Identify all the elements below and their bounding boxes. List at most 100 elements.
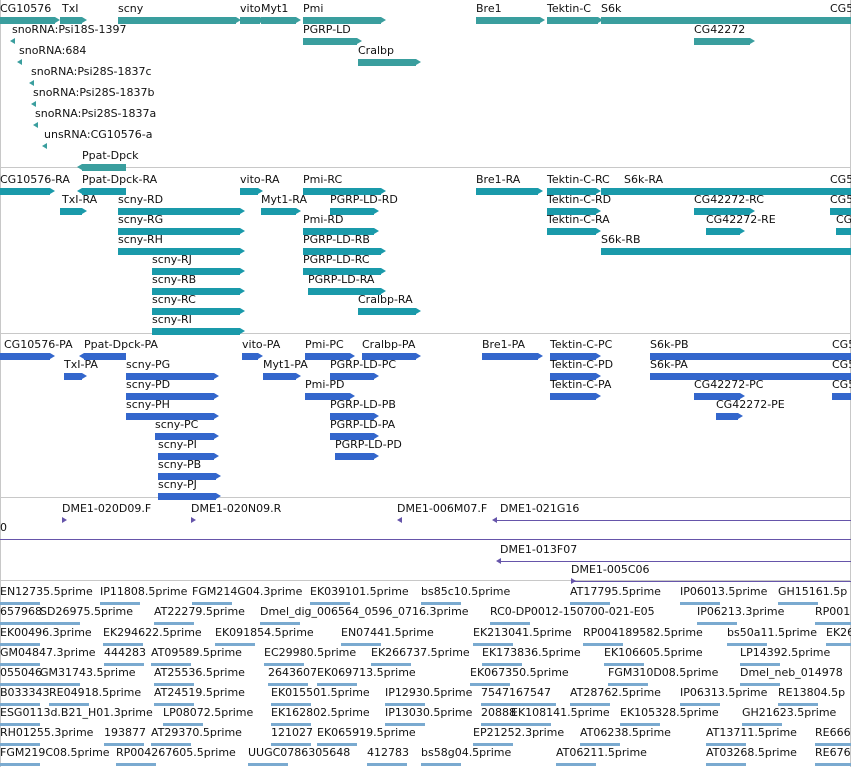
transcripts-feature-label[interactable]: Pmi-RC (303, 173, 343, 186)
transcripts-feature-glyph[interactable] (330, 208, 374, 215)
ests-feature-label[interactable]: 657968 (0, 605, 42, 618)
transcripts-feature-glyph[interactable] (830, 188, 851, 195)
transcripts-feature-glyph[interactable] (830, 208, 851, 215)
est-feature-glyph[interactable] (0, 723, 40, 726)
clones-feature-label[interactable]: 0 (0, 521, 7, 534)
ests-feature-label[interactable]: EK106605.5prime (604, 646, 703, 659)
genes-feature-label[interactable]: snoRNA:684 (19, 44, 87, 57)
transcripts-feature-glyph[interactable] (0, 188, 50, 195)
clones-feature-glyph[interactable] (0, 539, 851, 540)
transcripts-feature-glyph[interactable] (358, 308, 416, 315)
ests-feature-label[interactable]: LP14392.5prime (740, 646, 831, 659)
ests-feature-label[interactable]: RE13804.5p (778, 686, 846, 699)
est-feature-glyph[interactable] (680, 602, 720, 605)
est-feature-glyph[interactable] (0, 602, 40, 605)
ests-feature-label[interactable]: EK065919.5prime (317, 726, 416, 739)
cds-feature-glyph[interactable] (832, 393, 851, 400)
transcripts-feature-label[interactable]: Tektin-C-RA (547, 213, 610, 226)
transcripts-feature-label[interactable]: PGRP-LD-RB (303, 233, 370, 246)
ests-feature-label[interactable]: UUGC0786305648 (248, 746, 351, 759)
genes-feature-label[interactable]: Cralbp (358, 44, 394, 57)
genes-feature-glyph[interactable] (547, 17, 598, 24)
transcripts-feature-glyph[interactable] (118, 248, 240, 255)
genes-feature-glyph[interactable] (261, 17, 296, 24)
genes-feature-glyph[interactable] (118, 17, 236, 24)
transcripts-feature-label[interactable]: Tektin-C-RC (547, 173, 610, 186)
est-feature-glyph[interactable] (0, 703, 40, 706)
cds-feature-glyph[interactable] (832, 373, 851, 380)
genes-feature-glyph[interactable] (240, 17, 260, 24)
transcripts-feature-label[interactable]: TxI-RA (62, 193, 98, 206)
ests-feature-label[interactable]: 2643607 (268, 666, 317, 679)
ests-feature-label[interactable]: bs85c10.5prime (421, 585, 511, 598)
ests-feature-label[interactable]: RP004189582.5prime (583, 626, 703, 639)
cds-feature-glyph[interactable] (242, 353, 258, 360)
ests-feature-label[interactable]: 444283 (104, 646, 146, 659)
genes-feature-glyph[interactable] (830, 17, 851, 24)
genes-feature-glyph[interactable] (60, 17, 82, 24)
ests-feature-label[interactable]: AT25536.5prime (154, 666, 245, 679)
ests-feature-label[interactable]: RP004267605.5prime (116, 746, 236, 759)
est-feature-glyph[interactable] (511, 723, 551, 726)
transcripts-feature-glyph[interactable] (152, 308, 240, 315)
est-feature-glyph[interactable] (680, 703, 720, 706)
transcripts-feature-glyph[interactable] (82, 188, 126, 195)
est-feature-glyph[interactable] (317, 683, 357, 686)
transcripts-feature-glyph[interactable] (547, 208, 596, 215)
cds-feature-label[interactable]: Ppat-Dpck-PA (84, 338, 158, 351)
est-feature-glyph[interactable] (104, 743, 144, 746)
ests-feature-label[interactable]: IP06213.3prime (697, 605, 785, 618)
est-feature-glyph[interactable] (151, 743, 191, 746)
ests-feature-label[interactable]: SD26975.5prime (40, 605, 133, 618)
ests-feature-label[interactable]: AT06238.5prime (580, 726, 671, 739)
cds-feature-glyph[interactable] (155, 433, 214, 440)
ests-feature-label[interactable]: AT28762.5prime (570, 686, 661, 699)
ests-feature-label[interactable]: AT13711.5prime (706, 726, 797, 739)
ests-feature-label[interactable]: Dmel_dig_006564_0596_0716.3prime (260, 605, 469, 618)
cds-feature-label[interactable]: Tektin-C-PC (550, 338, 613, 351)
est-feature-glyph[interactable] (103, 643, 143, 646)
cds-feature-label[interactable]: scny-PG (126, 358, 171, 371)
est-feature-glyph[interactable] (0, 683, 40, 686)
ests-feature-label[interactable]: AT29370.5prime (151, 726, 242, 739)
transcripts-feature-glyph[interactable] (601, 248, 851, 255)
cds-feature-label[interactable]: PGRP-LD-PA (330, 418, 396, 431)
clones-feature-glyph[interactable] (500, 561, 851, 562)
cds-feature-label[interactable]: CG42272-PE (716, 398, 785, 411)
ests-feature-label[interactable]: IP06013.5prime (680, 585, 768, 598)
ests-feature-label[interactable]: GM31743.5prime (40, 666, 136, 679)
est-feature-glyph[interactable] (727, 643, 767, 646)
transcripts-feature-label[interactable]: scny-RC (152, 293, 196, 306)
est-feature-glyph[interactable] (742, 723, 782, 726)
est-feature-glyph[interactable] (0, 763, 40, 766)
est-feature-glyph[interactable] (473, 743, 513, 746)
genes-feature-label[interactable]: CG10576 (0, 2, 52, 15)
est-feature-glyph[interactable] (116, 763, 156, 766)
transcripts-feature-label[interactable]: S6k-RA (624, 173, 664, 186)
transcripts-feature-glyph[interactable] (547, 188, 596, 195)
genes-feature-glyph[interactable] (303, 38, 357, 45)
ests-feature-label[interactable]: EK069713.5prime (317, 666, 416, 679)
transcripts-feature-label[interactable]: PGRP-LD-RA (308, 273, 375, 286)
ests-feature-label[interactable]: Dmel_neb_014978 (740, 666, 843, 679)
ests-feature-label[interactable]: EK105328.5prime (620, 706, 719, 719)
ests-feature-label[interactable]: RE676 (815, 746, 851, 759)
ests-feature-label[interactable]: 20888 (481, 706, 516, 719)
est-feature-glyph[interactable] (421, 602, 461, 605)
transcripts-feature-glyph[interactable] (303, 248, 381, 255)
cds-feature-label[interactable]: Pmi-PD (305, 378, 345, 391)
est-feature-glyph[interactable] (516, 703, 556, 706)
transcripts-feature-glyph[interactable] (547, 228, 596, 235)
transcripts-feature-glyph[interactable] (152, 288, 240, 295)
clones-feature-label[interactable]: DME1-006M07.F (397, 502, 488, 515)
est-feature-glyph[interactable] (778, 602, 818, 605)
est-feature-glyph[interactable] (271, 743, 311, 746)
genes-feature-glyph[interactable] (358, 59, 416, 66)
genes-feature-label[interactable]: snoRNA:Psi28S-1837a (35, 107, 157, 120)
cds-feature-label[interactable]: CG5 (832, 338, 851, 351)
ests-feature-label[interactable]: EK00496.3prime (0, 626, 92, 639)
clones-feature-label[interactable]: DME1-021G16 (500, 502, 580, 515)
cds-feature-glyph[interactable] (650, 373, 851, 380)
transcripts-feature-glyph[interactable] (118, 228, 240, 235)
est-feature-glyph[interactable] (385, 723, 425, 726)
